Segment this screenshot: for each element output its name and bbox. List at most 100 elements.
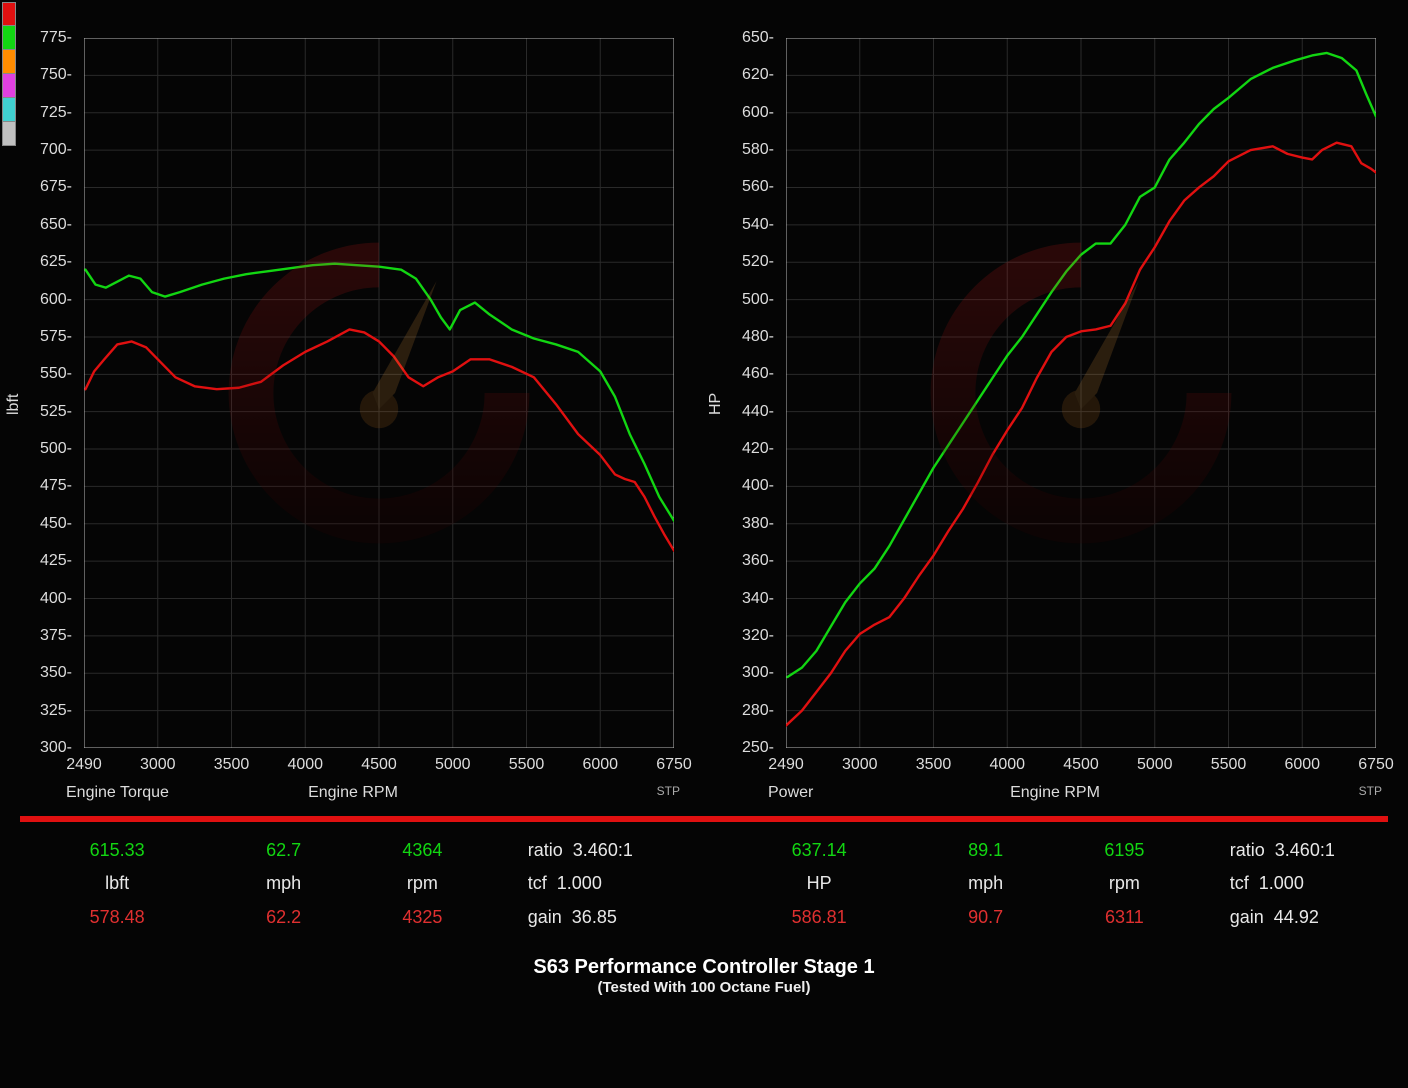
torque-x-ticks: 249030003500400045005000550060006750: [84, 756, 674, 776]
charts-row: lbft 300-325-350-375-400-425-450-475-500…: [20, 18, 1388, 812]
torque-green-value: 615.33: [20, 840, 214, 861]
torque-chart-name: Engine Torque: [66, 784, 169, 802]
y-tick-label: 280-: [742, 702, 774, 720]
x-tick-label: 5000: [435, 756, 471, 774]
y-tick-label: 340-: [742, 590, 774, 608]
y-tick-label: 325-: [40, 702, 72, 720]
power-y-ticks: 250-280-300-320-340-360-380-400-420-440-…: [722, 38, 778, 748]
torque-green-mph: 62.7: [214, 840, 353, 861]
x-tick-label: 3500: [214, 756, 250, 774]
power-green-value: 637.14: [722, 840, 916, 861]
power-x-ticks: 249030003500400045005000550060006750: [786, 756, 1376, 776]
power-readout: 637.14 89.1 6195 ratio 3.460:1 HP mph rp…: [722, 836, 1388, 932]
power-green-rpm: 6195: [1055, 840, 1194, 861]
y-tick-label: 620-: [742, 66, 774, 84]
legend-swatch: [2, 98, 16, 122]
torque-gain: gain 36.85: [492, 907, 686, 928]
legend-swatch: [2, 2, 16, 26]
y-tick-label: 560-: [742, 178, 774, 196]
data-readout-block: 615.33 62.7 4364 ratio 3.460:1 lbft mph …: [20, 822, 1388, 932]
legend-swatch: [2, 50, 16, 74]
power-chart-name: Power: [768, 784, 813, 802]
power-green-mph: 89.1: [916, 840, 1055, 861]
y-tick-label: 360-: [742, 552, 774, 570]
torque-x-axis-label: Engine RPM: [308, 784, 398, 802]
legend-swatch: [2, 122, 16, 146]
torque-stp-label: STP: [657, 784, 680, 798]
power-plot-area: [786, 38, 1376, 748]
x-tick-label: 4500: [1063, 756, 1099, 774]
y-tick-label: 420-: [742, 440, 774, 458]
y-tick-label: 480-: [742, 328, 774, 346]
footer-subtitle: (Tested With 100 Octane Fuel): [20, 979, 1388, 996]
torque-red-value: 578.48: [20, 907, 214, 928]
y-tick-label: 320-: [742, 627, 774, 645]
y-tick-label: 580-: [742, 141, 774, 159]
power-stp-label: STP: [1359, 784, 1382, 798]
x-tick-label: 6000: [1284, 756, 1320, 774]
y-tick-label: 650-: [40, 216, 72, 234]
power-red-value: 586.81: [722, 907, 916, 928]
x-tick-label: 4500: [361, 756, 397, 774]
y-tick-label: 250-: [742, 739, 774, 757]
torque-y-ticks: 300-325-350-375-400-425-450-475-500-525-…: [20, 38, 76, 748]
x-tick-label: 6750: [1358, 756, 1394, 774]
y-tick-label: 500-: [742, 291, 774, 309]
y-tick-label: 600-: [742, 104, 774, 122]
power-ratio: ratio 3.460:1: [1194, 840, 1388, 861]
power-unit-rpm: rpm: [1055, 873, 1194, 894]
y-tick-label: 440-: [742, 403, 774, 421]
y-tick-label: 520-: [742, 253, 774, 271]
torque-ratio: ratio 3.460:1: [492, 840, 686, 861]
x-tick-label: 2490: [66, 756, 102, 774]
y-tick-label: 300-: [742, 664, 774, 682]
legend-swatch: [2, 74, 16, 98]
x-tick-label: 2490: [768, 756, 804, 774]
power-tcf: tcf 1.000: [1194, 873, 1388, 894]
torque-chart-panel: lbft 300-325-350-375-400-425-450-475-500…: [20, 18, 686, 812]
legend-swatch-column: [2, 2, 16, 146]
torque-unit-mph: mph: [214, 873, 353, 894]
dyno-chart-page: lbft 300- 325- 350- 375- 400- 425- 450- 475- 500…: [0, 0, 1408, 1088]
x-tick-label: 5000: [1137, 756, 1173, 774]
footer-title: S63 Performance Controller Stage 1: [20, 956, 1388, 979]
x-tick-label: 4000: [989, 756, 1025, 774]
footer: S63 Performance Controller Stage 1 (Test…: [20, 956, 1388, 996]
x-tick-label: 6750: [656, 756, 692, 774]
x-tick-label: 3000: [842, 756, 878, 774]
legend-swatch: [2, 26, 16, 50]
y-tick-label: 450-: [40, 515, 72, 533]
y-tick-label: 350-: [40, 664, 72, 682]
power-unit-mph: mph: [916, 873, 1055, 894]
y-tick-label: 425-: [40, 552, 72, 570]
y-tick-label: 300-: [40, 739, 72, 757]
y-tick-label: 625-: [40, 253, 72, 271]
y-tick-label: 375-: [40, 627, 72, 645]
y-tick-label: 400-: [742, 477, 774, 495]
y-tick-label: 540-: [742, 216, 774, 234]
y-tick-label: 750-: [40, 66, 72, 84]
y-tick-label: 675-: [40, 178, 72, 196]
torque-unit-value: lbft: [20, 873, 214, 894]
y-tick-label: 400-: [40, 590, 72, 608]
y-tick-label: 650-: [742, 29, 774, 47]
y-tick-label: 600-: [40, 291, 72, 309]
y-tick-label: 700-: [40, 141, 72, 159]
y-tick-label: 550-: [40, 365, 72, 383]
x-tick-label: 6000: [582, 756, 618, 774]
y-tick-label: 475-: [40, 477, 72, 495]
torque-red-mph: 62.2: [214, 907, 353, 928]
y-tick-label: 775-: [40, 29, 72, 47]
x-tick-label: 5500: [1211, 756, 1247, 774]
power-x-axis-label: Engine RPM: [1010, 784, 1100, 802]
x-tick-label: 4000: [287, 756, 323, 774]
torque-unit-rpm: rpm: [353, 873, 492, 894]
y-tick-label: 525-: [40, 403, 72, 421]
power-gain: gain 44.92: [1194, 907, 1388, 928]
power-red-rpm: 6311: [1055, 907, 1194, 928]
power-unit-value: HP: [722, 873, 916, 894]
x-tick-label: 3000: [140, 756, 176, 774]
y-tick-label: 380-: [742, 515, 774, 533]
y-tick-label: 575-: [40, 328, 72, 346]
torque-green-rpm: 4364: [353, 840, 492, 861]
